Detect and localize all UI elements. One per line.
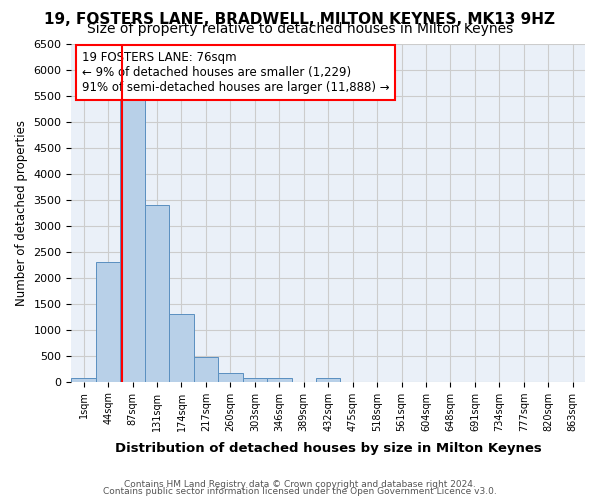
Bar xyxy=(71,378,96,382)
Text: Contains public sector information licensed under the Open Government Licence v3: Contains public sector information licen… xyxy=(103,488,497,496)
Bar xyxy=(169,314,194,382)
Text: 19 FOSTERS LANE: 76sqm
← 9% of detached houses are smaller (1,229)
91% of semi-d: 19 FOSTERS LANE: 76sqm ← 9% of detached … xyxy=(82,51,389,94)
Bar xyxy=(145,205,169,382)
Bar xyxy=(121,100,145,382)
Text: Contains HM Land Registry data © Crown copyright and database right 2024.: Contains HM Land Registry data © Crown c… xyxy=(124,480,476,489)
Text: 19, FOSTERS LANE, BRADWELL, MILTON KEYNES, MK13 9HZ: 19, FOSTERS LANE, BRADWELL, MILTON KEYNE… xyxy=(44,12,556,28)
Y-axis label: Number of detached properties: Number of detached properties xyxy=(15,120,28,306)
Bar xyxy=(267,378,292,382)
Bar xyxy=(242,378,267,382)
Text: Size of property relative to detached houses in Milton Keynes: Size of property relative to detached ho… xyxy=(87,22,513,36)
Bar xyxy=(194,356,218,382)
Bar xyxy=(218,372,242,382)
Bar xyxy=(316,378,340,382)
X-axis label: Distribution of detached houses by size in Milton Keynes: Distribution of detached houses by size … xyxy=(115,442,542,455)
Bar xyxy=(96,262,121,382)
